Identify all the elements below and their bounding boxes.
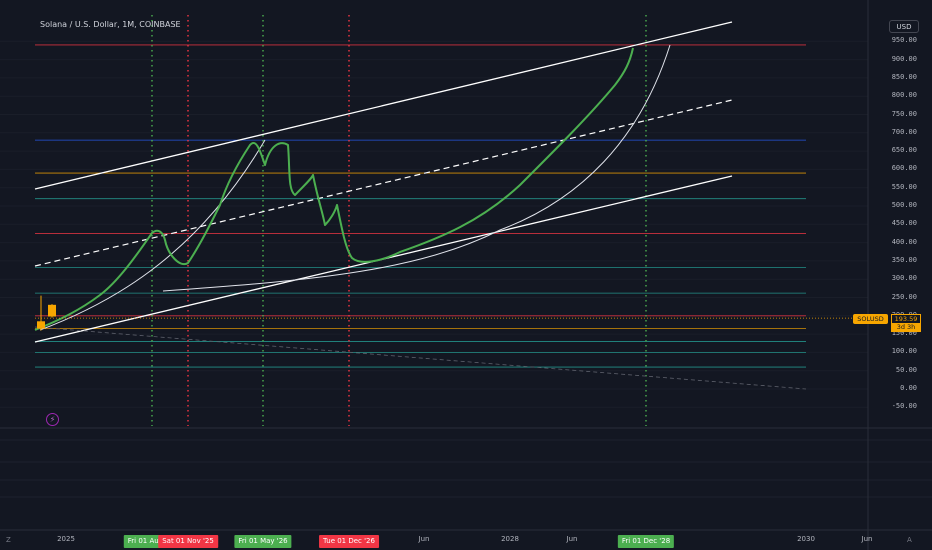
timezone-icon[interactable]: Z: [6, 536, 11, 544]
price-axis-label: 150.00: [891, 329, 917, 338]
price-axis-label: 400.00: [891, 237, 917, 246]
price-axis-label: 900.00: [891, 54, 917, 63]
price-axis-label: 350.00: [891, 255, 917, 264]
price-axis-label: 450.00: [891, 219, 917, 228]
price-axis-label: 700.00: [891, 127, 917, 136]
parabolic-curve-late: [162, 44, 671, 292]
price-axis-label: 100.00: [891, 347, 917, 356]
parabolic-curve-early: [39, 139, 266, 331]
event-date-label[interactable]: Fri 01 Dec '28: [617, 535, 675, 548]
price-axis-label: -50.00: [891, 402, 917, 411]
event-date-label[interactable]: Fri 01 May '26: [234, 535, 292, 548]
price-axis-label: 500.00: [891, 201, 917, 209]
event-date-label[interactable]: Tue 01 Dec '26: [319, 535, 379, 548]
price-axis-label: 50.00: [895, 365, 917, 374]
price-axis-label: 600.00: [891, 164, 917, 173]
currency-button[interactable]: USD: [889, 20, 919, 33]
time-axis-label: 2025: [57, 535, 75, 543]
channel-upper-line: [34, 21, 733, 190]
candle-body: [48, 304, 56, 317]
price-axis-label: 800.00: [891, 91, 917, 100]
candle-body: [37, 321, 45, 329]
symbol-title[interactable]: Solana / U.S. Dollar, 1M, COINBASE: [40, 20, 181, 29]
time-axis-label: Jun: [566, 535, 578, 543]
price-axis-label: 0.00: [900, 384, 917, 392]
price-axis-label: 250.00: [891, 292, 917, 301]
time-axis-label: Jun: [418, 535, 430, 543]
price-axis-label: 750.00: [891, 109, 917, 118]
declining-dashed-line: [34, 326, 807, 390]
time-axis-label: 2028: [501, 535, 519, 543]
projected-price-path: [34, 47, 634, 331]
price-axis-label: 850.00: [891, 72, 917, 81]
last-price-symbol-tag: SOLUSD: [853, 314, 888, 324]
price-axis-label: 650.00: [891, 146, 917, 155]
event-date-label[interactable]: Sat 01 Nov '25: [158, 535, 218, 548]
bar-countdown-tag: 3d 3h: [891, 323, 921, 332]
auto-scale-icon[interactable]: A: [907, 536, 912, 544]
time-axis-label: Jun: [861, 535, 873, 543]
price-axis-label: 550.00: [891, 182, 917, 191]
price-axis-label: 950.00: [891, 36, 917, 45]
time-axis-label: 2030: [797, 535, 815, 543]
lightning-icon[interactable]: ⚡: [46, 413, 59, 426]
price-axis-label: 300.00: [891, 274, 917, 283]
